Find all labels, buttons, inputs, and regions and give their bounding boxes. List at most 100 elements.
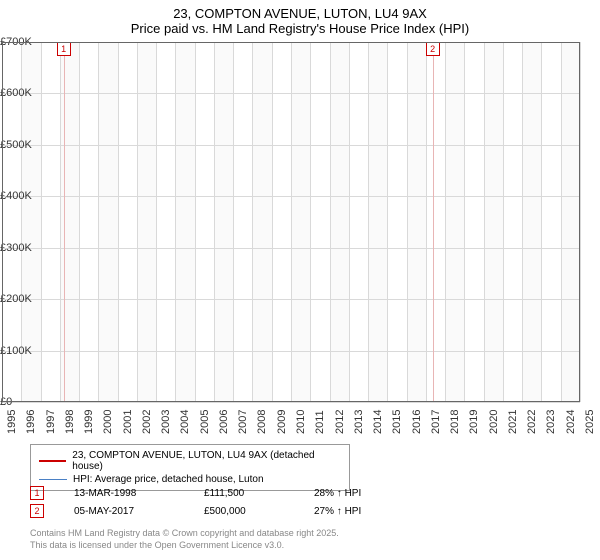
gridline-vertical (426, 42, 427, 402)
axis-border (2, 42, 580, 43)
x-tick-label: 2023 (545, 410, 557, 434)
gridline-vertical (291, 42, 292, 402)
axis-border (2, 42, 3, 402)
gridline-vertical (541, 42, 542, 402)
marker-date: 13-MAR-1998 (74, 488, 174, 499)
markers-table: 113-MAR-1998£111,50028% ↑ HPI205-MAY-201… (30, 484, 361, 520)
gridline-vertical (175, 42, 176, 402)
x-tick-label: 2017 (430, 410, 442, 434)
marker-box: 2 (426, 42, 440, 56)
gridline-vertical (349, 42, 350, 402)
gridline-vertical (252, 42, 253, 402)
year-band (272, 42, 291, 402)
gridline-horizontal (2, 248, 580, 249)
year-band (233, 42, 252, 402)
gridline-horizontal (2, 145, 580, 146)
x-tick-label: 1997 (45, 410, 57, 434)
x-tick-label: 2018 (449, 410, 461, 434)
year-band (445, 42, 464, 402)
gridline-vertical (580, 42, 581, 402)
chart-container: 23, COMPTON AVENUE, LUTON, LU4 9AX Price… (0, 0, 600, 560)
x-tick-label: 2013 (353, 410, 365, 434)
marker-price: £111,500 (204, 488, 284, 499)
year-band (291, 42, 310, 402)
gridline-vertical (60, 42, 61, 402)
x-tick-label: 2016 (411, 410, 423, 434)
y-tick-label: £600K (0, 87, 32, 99)
year-band (79, 42, 98, 402)
year-band (368, 42, 387, 402)
plot-area: 1995199619971998199920002001200220032004… (2, 42, 580, 402)
x-tick-label: 2019 (468, 410, 480, 434)
x-tick-label: 2025 (584, 410, 596, 434)
marker-line (64, 54, 65, 402)
x-tick-label: 2015 (391, 410, 403, 434)
year-band (561, 42, 580, 402)
year-band (522, 42, 541, 402)
x-tick-label: 1995 (6, 410, 18, 434)
year-band (214, 42, 233, 402)
marker-box: 1 (57, 42, 71, 56)
x-tick-label: 2012 (334, 410, 346, 434)
marker-price: £500,000 (204, 506, 284, 517)
gridline-horizontal (2, 196, 580, 197)
axis-border (2, 401, 580, 402)
marker-id-box: 2 (30, 504, 44, 518)
year-band (175, 42, 194, 402)
marker-id-box: 1 (30, 486, 44, 500)
y-tick-label: £100K (0, 345, 32, 357)
year-band (387, 42, 406, 402)
attribution-line-2: This data is licensed under the Open Gov… (30, 540, 339, 552)
year-band (252, 42, 271, 402)
x-tick-label: 2008 (256, 410, 268, 434)
legend-swatch-red (39, 460, 66, 462)
year-band (156, 42, 175, 402)
marker-table-row: 205-MAY-2017£500,00027% ↑ HPI (30, 502, 361, 520)
attribution: Contains HM Land Registry data © Crown c… (30, 528, 339, 551)
gridline-vertical (310, 42, 311, 402)
year-band (503, 42, 522, 402)
gridline-vertical (387, 42, 388, 402)
x-tick-label: 2021 (507, 410, 519, 434)
year-band (330, 42, 349, 402)
gridline-vertical (368, 42, 369, 402)
marker-table-row: 1 13-MAR-1998 £111,500 28% ↑ HPI (30, 484, 361, 502)
x-tick-label: 2014 (372, 410, 384, 434)
gridline-vertical (214, 42, 215, 402)
gridline-vertical (98, 42, 99, 402)
x-tick-label: 2004 (179, 410, 191, 434)
x-tick-label: 2020 (488, 410, 500, 434)
gridline-vertical (522, 42, 523, 402)
x-tick-label: 1996 (25, 410, 37, 434)
year-band (426, 42, 445, 402)
year-band (407, 42, 426, 402)
x-tick-label: 2024 (565, 410, 577, 434)
x-tick-label: 2007 (237, 410, 249, 434)
year-band (98, 42, 117, 402)
gridline-vertical (272, 42, 273, 402)
x-tick-label: 2009 (276, 410, 288, 434)
gridline-vertical (330, 42, 331, 402)
year-band (349, 42, 368, 402)
marker-pct: 28% ↑ HPI (314, 488, 361, 499)
axis-border (579, 42, 580, 402)
y-tick-label: £500K (0, 139, 32, 151)
year-band (137, 42, 156, 402)
gridline-horizontal (2, 299, 580, 300)
legend-swatch-blue (39, 479, 67, 481)
title-line-1: 23, COMPTON AVENUE, LUTON, LU4 9AX (0, 6, 600, 21)
year-band (310, 42, 329, 402)
year-band (464, 42, 483, 402)
gridline-horizontal (2, 351, 580, 352)
y-tick-label: £400K (0, 190, 32, 202)
gridline-vertical (233, 42, 234, 402)
gridline-vertical (445, 42, 446, 402)
gridline-vertical (118, 42, 119, 402)
gridline-horizontal (2, 93, 580, 94)
chart-title-block: 23, COMPTON AVENUE, LUTON, LU4 9AX Price… (0, 0, 600, 36)
title-line-2: Price paid vs. HM Land Registry's House … (0, 21, 600, 36)
gridline-vertical (156, 42, 157, 402)
gridline-vertical (195, 42, 196, 402)
gridline-vertical (79, 42, 80, 402)
year-band (541, 42, 560, 402)
